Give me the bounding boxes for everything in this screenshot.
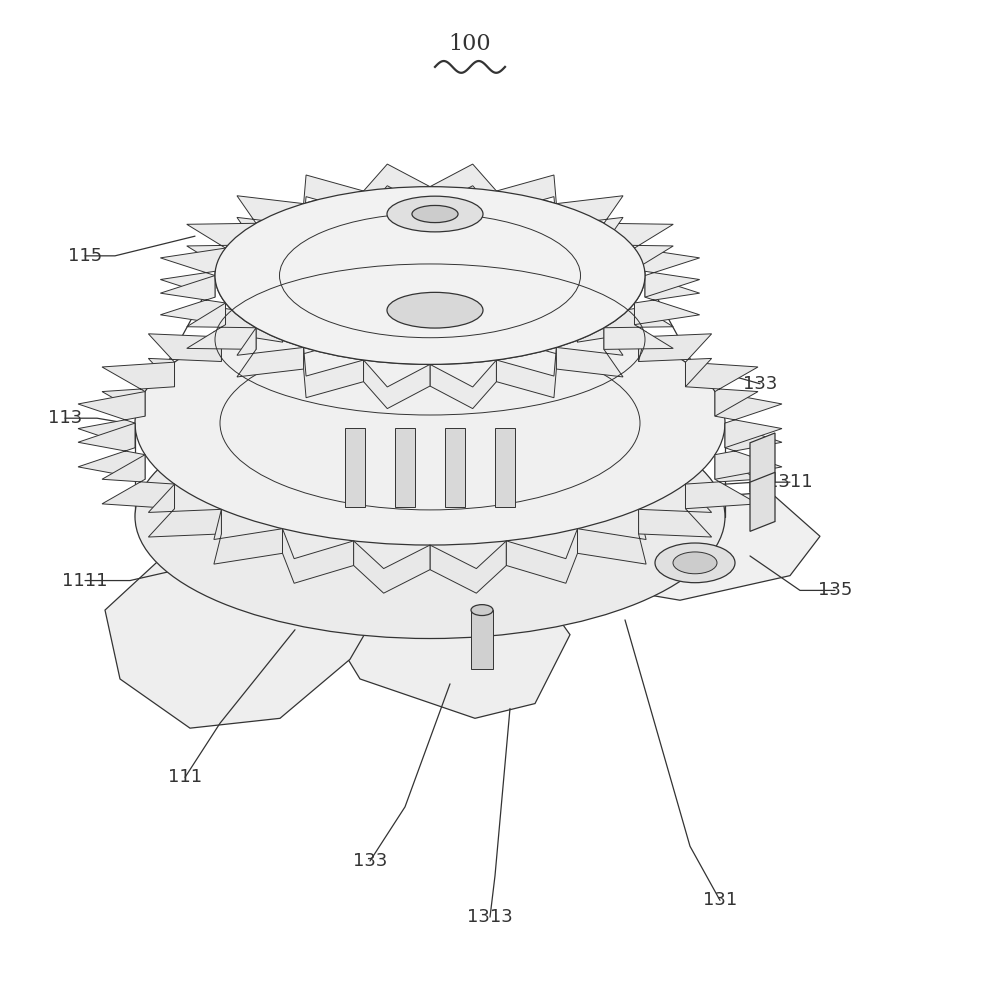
Polygon shape xyxy=(577,307,646,361)
Polygon shape xyxy=(160,248,226,297)
Polygon shape xyxy=(148,484,221,537)
Polygon shape xyxy=(283,287,354,342)
Polygon shape xyxy=(214,510,282,564)
Polygon shape xyxy=(78,392,145,448)
Polygon shape xyxy=(187,303,256,349)
Polygon shape xyxy=(506,528,577,584)
Polygon shape xyxy=(604,303,673,349)
Polygon shape xyxy=(304,175,364,225)
Bar xyxy=(345,428,365,507)
Text: 111: 111 xyxy=(168,769,202,786)
Polygon shape xyxy=(105,536,390,728)
Polygon shape xyxy=(214,307,283,361)
Text: 115: 115 xyxy=(68,247,102,265)
Polygon shape xyxy=(506,287,577,342)
Text: 135: 135 xyxy=(818,582,852,599)
Polygon shape xyxy=(187,223,256,270)
Text: 113: 113 xyxy=(48,409,82,427)
Polygon shape xyxy=(634,276,700,325)
Ellipse shape xyxy=(412,206,458,222)
Polygon shape xyxy=(430,541,506,593)
Bar xyxy=(445,428,465,507)
Polygon shape xyxy=(685,362,758,416)
Polygon shape xyxy=(237,328,304,377)
Polygon shape xyxy=(750,472,775,531)
Polygon shape xyxy=(715,392,782,448)
Polygon shape xyxy=(556,328,623,377)
Polygon shape xyxy=(354,277,430,330)
Ellipse shape xyxy=(135,395,725,639)
Ellipse shape xyxy=(673,552,717,574)
Polygon shape xyxy=(496,347,556,398)
Text: 1111: 1111 xyxy=(62,572,108,589)
Bar xyxy=(495,428,515,507)
Ellipse shape xyxy=(387,292,483,328)
Polygon shape xyxy=(715,423,782,479)
Polygon shape xyxy=(354,541,430,593)
Polygon shape xyxy=(556,196,623,245)
Polygon shape xyxy=(304,347,364,398)
Polygon shape xyxy=(78,423,145,479)
Bar xyxy=(395,428,415,507)
Polygon shape xyxy=(282,528,354,584)
Polygon shape xyxy=(639,484,712,537)
Text: 1313: 1313 xyxy=(467,908,513,926)
Polygon shape xyxy=(160,276,226,325)
Polygon shape xyxy=(496,175,556,225)
Polygon shape xyxy=(330,585,570,718)
Text: 131: 131 xyxy=(703,892,737,909)
Polygon shape xyxy=(535,492,820,600)
Ellipse shape xyxy=(655,543,735,583)
Polygon shape xyxy=(364,360,430,408)
Polygon shape xyxy=(102,455,175,509)
Text: 133: 133 xyxy=(353,852,387,870)
Polygon shape xyxy=(102,362,175,416)
Polygon shape xyxy=(148,334,221,387)
Polygon shape xyxy=(685,455,758,509)
Polygon shape xyxy=(634,248,700,297)
Ellipse shape xyxy=(215,187,645,364)
Polygon shape xyxy=(604,223,673,270)
Polygon shape xyxy=(639,334,712,387)
Ellipse shape xyxy=(471,604,493,616)
Ellipse shape xyxy=(387,196,483,232)
Text: 133: 133 xyxy=(743,375,777,393)
Polygon shape xyxy=(430,277,506,330)
Polygon shape xyxy=(237,196,304,245)
Ellipse shape xyxy=(215,187,645,364)
Polygon shape xyxy=(750,433,775,492)
Polygon shape xyxy=(577,510,646,564)
Bar xyxy=(471,610,493,669)
Ellipse shape xyxy=(135,301,725,545)
Polygon shape xyxy=(430,360,496,408)
Text: 100: 100 xyxy=(449,33,491,55)
Polygon shape xyxy=(364,164,430,213)
Text: 1311: 1311 xyxy=(767,473,813,491)
Polygon shape xyxy=(430,164,496,213)
